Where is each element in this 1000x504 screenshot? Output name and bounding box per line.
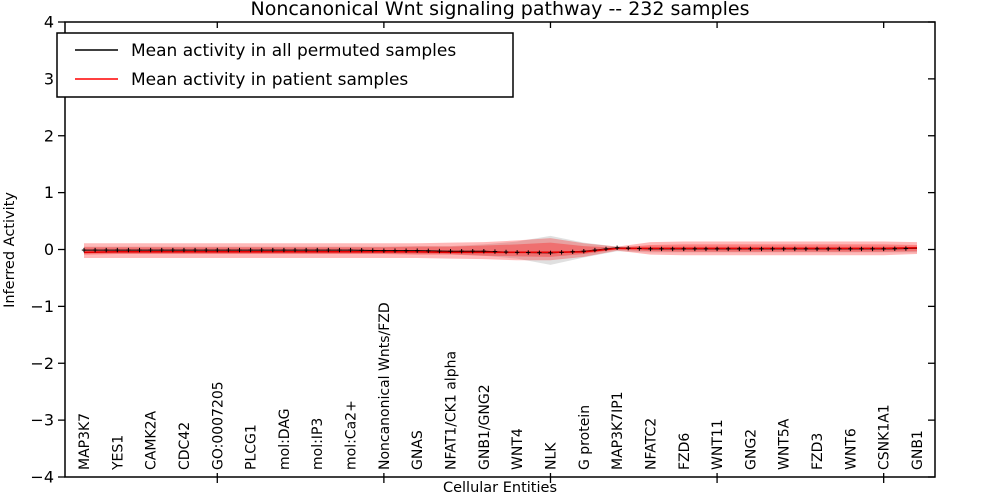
category-label: GNB1/GNG2: [477, 384, 493, 470]
x-axis-label: Cellular Entities: [443, 480, 557, 496]
category-label: G protein: [577, 405, 593, 470]
category-label: Noncanonical Wnts/FZD: [377, 302, 393, 470]
legend-label-patient: Mean activity in patient samples: [131, 70, 408, 90]
category-label: mol:Ca2+: [344, 400, 360, 470]
category-label: FZD3: [810, 433, 826, 470]
legend-box: [56, 32, 514, 98]
category-label: GNB1: [910, 430, 926, 470]
category-label: WNT4: [510, 428, 526, 470]
y-tick-label: −1: [30, 297, 54, 316]
category-label: GO:0007205: [210, 381, 226, 470]
series-lines: [83, 246, 918, 254]
category-label: MAP3K7IP1: [610, 391, 626, 470]
category-label: mol:DAG: [277, 408, 293, 470]
category-label: NLK: [543, 442, 559, 470]
category-label: WNT6: [843, 428, 859, 470]
category-label: CDC42: [177, 422, 193, 470]
legend-label-permuted: Mean activity in all permuted samples: [131, 41, 456, 61]
category-label: CSNK1A1: [877, 404, 893, 470]
y-tick-label: −2: [30, 354, 54, 373]
y-tick-label: 2: [44, 126, 54, 145]
y-axis-label: Inferred Activity: [2, 192, 18, 308]
category-label: NFAT1/CK1 alpha: [444, 351, 460, 470]
category-label: WNT5A: [777, 418, 793, 470]
permuted-line-markers: [81, 245, 909, 256]
category-label: FZD6: [677, 433, 693, 470]
y-tick-label: 3: [44, 69, 54, 88]
confidence-bands: [84, 235, 917, 265]
y-tick-label: −3: [30, 411, 54, 430]
category-label: YES1: [110, 435, 126, 471]
y-tick-label: 0: [44, 240, 54, 259]
category-label: GNG2: [743, 429, 759, 470]
category-label: CAMK2A: [144, 410, 160, 470]
y-tick-label: −4: [30, 468, 54, 487]
category-label: MAP3K7: [77, 413, 93, 470]
category-label: PLCG1: [244, 424, 260, 470]
series-line-1: [83, 246, 918, 254]
permuted-samples-range: [84, 235, 917, 265]
category-label: WNT11: [710, 419, 726, 470]
y-tick-label: 1: [44, 183, 54, 202]
patient-samples-inner-band: [84, 242, 917, 257]
legend: Mean activity in all permuted samples Me…: [56, 32, 514, 98]
category-label: NFATC2: [643, 418, 659, 470]
x-category-labels: MAP3K7 YES1 CAMK2A CDC42 GO:0007205 PLCG1 mol:…: [77, 302, 926, 471]
chart-title: Noncanonical Wnt signaling pathway -- 23…: [250, 0, 749, 20]
patient-samples-outer-band: [84, 238, 917, 261]
y-tick-label: 4: [44, 13, 54, 32]
category-label: mol:IP3: [310, 418, 326, 470]
axis-ticks: [58, 21, 935, 483]
y-tick-labels: 4 3 2 1 0 −1 −2 −3 −4: [30, 13, 54, 487]
category-label: GNAS: [410, 430, 426, 470]
